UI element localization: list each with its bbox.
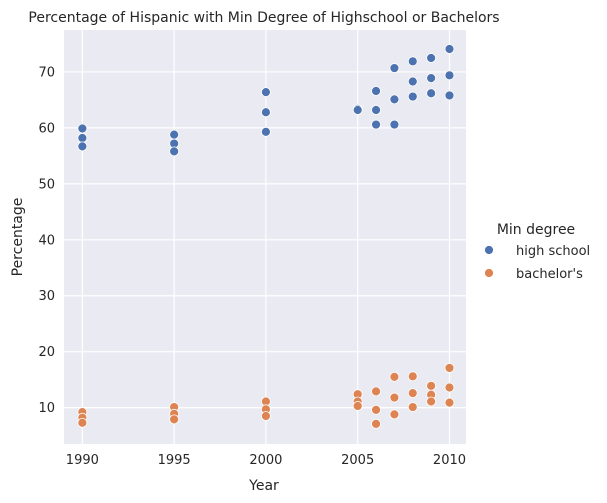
- point-bachelor-s: [426, 380, 437, 391]
- point-high-school: [407, 76, 418, 87]
- point-high-school: [371, 119, 381, 130]
- y-tick-label: 70: [38, 65, 55, 80]
- x-tick-label: 1990: [66, 453, 99, 468]
- point-high-school: [77, 133, 88, 143]
- point-bachelor-s: [389, 409, 400, 420]
- x-axis-label: Year: [248, 478, 279, 494]
- legend: Min degree high school bachelor's: [484, 222, 590, 282]
- y-axis-label: Percentage: [10, 198, 26, 277]
- point-bachelor-s: [371, 418, 381, 429]
- x-tick-label: 2005: [341, 453, 374, 468]
- point-bachelor-s: [169, 414, 180, 425]
- point-bachelor-s: [389, 371, 400, 382]
- point-bachelor-s: [444, 397, 455, 408]
- point-high-school: [444, 90, 455, 101]
- x-axis-ticks: 1990 1995 2000 2005 2010: [66, 453, 466, 468]
- point-high-school: [407, 56, 418, 67]
- point-high-school: [371, 105, 381, 115]
- point-high-school: [426, 53, 437, 63]
- point-high-school: [371, 86, 381, 96]
- data-points: [77, 44, 455, 429]
- y-tick-label: 40: [38, 233, 55, 248]
- point-bachelor-s: [407, 402, 418, 412]
- x-tick-label: 2000: [249, 453, 282, 468]
- y-tick-label: 50: [38, 177, 55, 192]
- legend-label-high-school: high school: [516, 244, 590, 259]
- point-high-school: [261, 126, 271, 137]
- point-bachelor-s: [371, 386, 381, 397]
- x-tick-label: 2010: [433, 453, 466, 468]
- point-high-school: [389, 119, 400, 130]
- legend-marker-high-school: [484, 245, 494, 255]
- point-high-school: [444, 44, 455, 54]
- y-tick-label: 10: [38, 401, 55, 416]
- point-bachelor-s: [407, 371, 418, 382]
- point-high-school: [169, 146, 180, 157]
- point-bachelor-s: [407, 388, 418, 398]
- point-high-school: [426, 88, 437, 99]
- legend-marker-bachelors: [484, 268, 494, 278]
- legend-title: Min degree: [497, 222, 575, 238]
- point-high-school: [426, 73, 437, 84]
- point-bachelor-s: [371, 404, 381, 415]
- point-bachelor-s: [352, 401, 363, 411]
- point-bachelor-s: [444, 363, 455, 373]
- point-high-school: [352, 105, 363, 115]
- point-high-school: [261, 107, 271, 118]
- y-tick-label: 30: [38, 289, 55, 304]
- point-bachelor-s: [77, 417, 88, 428]
- point-bachelor-s: [444, 382, 455, 393]
- point-high-school: [77, 123, 88, 134]
- y-tick-label: 60: [38, 121, 55, 136]
- point-high-school: [444, 70, 455, 81]
- point-high-school: [389, 94, 400, 105]
- point-high-school: [169, 129, 180, 140]
- point-bachelor-s: [261, 411, 271, 421]
- point-high-school: [77, 141, 88, 152]
- y-axis-ticks: 10 20 30 40 50 60 70: [38, 65, 55, 416]
- point-bachelor-s: [389, 392, 400, 403]
- point-high-school: [389, 63, 400, 73]
- y-tick-label: 20: [38, 345, 55, 360]
- point-bachelor-s: [426, 396, 437, 407]
- chart-title: Percentage of Hispanic with Min Degree o…: [28, 10, 499, 26]
- point-high-school: [407, 91, 418, 102]
- x-tick-label: 1995: [158, 453, 191, 468]
- point-high-school: [261, 87, 271, 97]
- legend-label-bachelors: bachelor's: [516, 267, 583, 282]
